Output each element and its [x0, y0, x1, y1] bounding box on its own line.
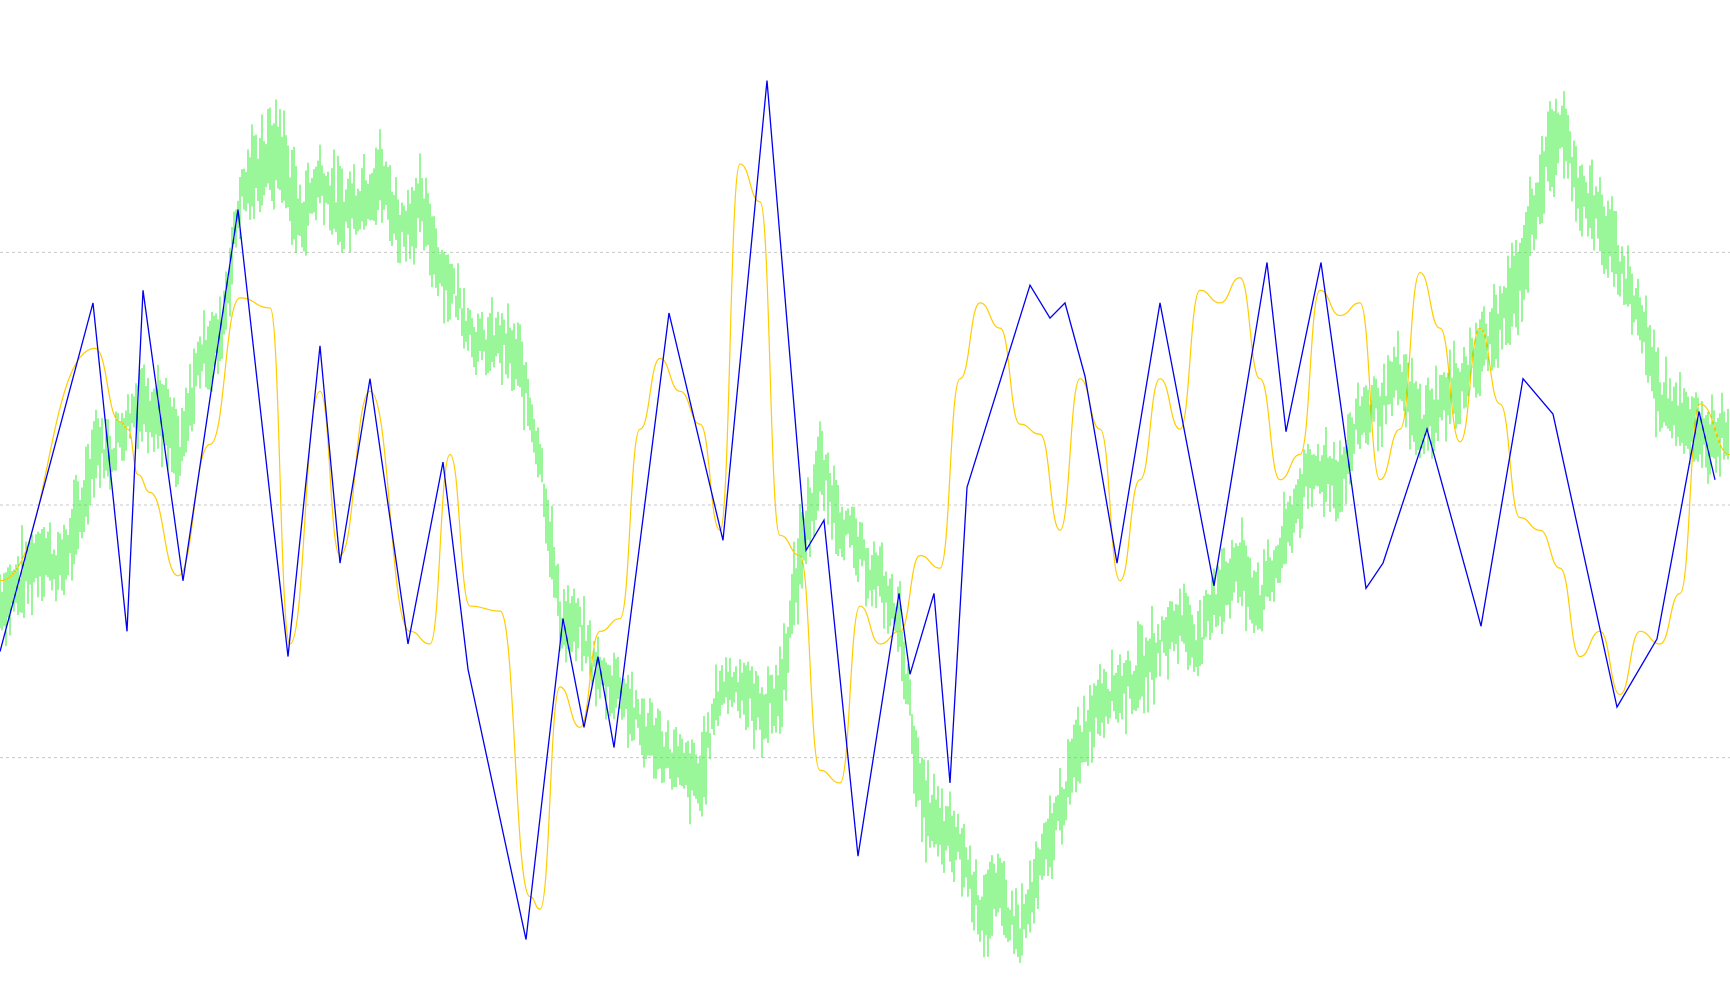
price-bars-layer — [0, 91, 1729, 963]
grid-layer — [0, 251, 1730, 759]
zigzag-line — [0, 80, 1716, 940]
zigzag-line-layer — [0, 80, 1716, 940]
smooth-line-layer — [0, 163, 1730, 910]
smooth-line — [0, 163, 1730, 910]
